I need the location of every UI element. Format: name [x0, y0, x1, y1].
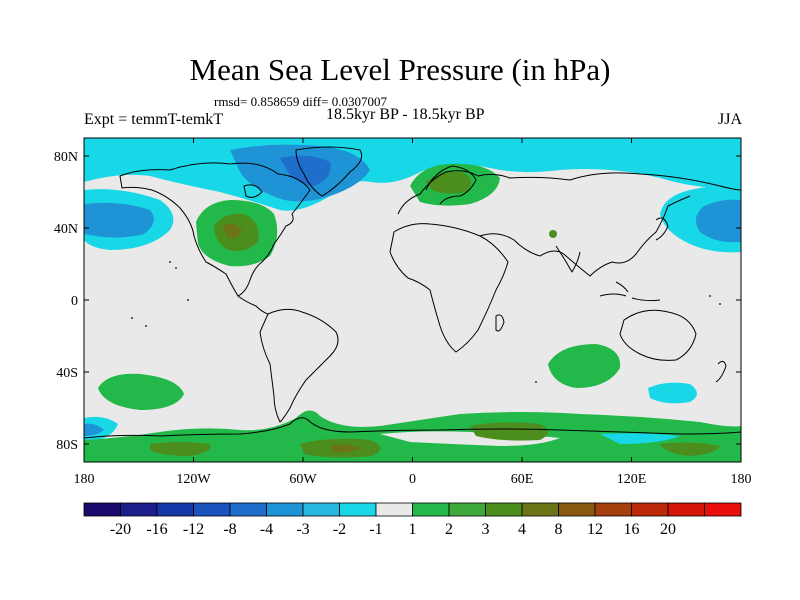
colorbar-swatch	[83, 502, 121, 517]
lat-tick-label: 80S	[56, 438, 78, 453]
island-dot	[169, 261, 171, 263]
background-field	[84, 138, 741, 462]
lon-tick-label: 120W	[176, 472, 211, 487]
antarctic-peak-region	[330, 444, 360, 453]
island-dot	[187, 299, 189, 301]
colorbar-swatch	[156, 502, 194, 517]
coast-hudson-bay	[243, 184, 263, 198]
colorbar-swatch	[412, 502, 450, 517]
colorbar-label: 16	[624, 521, 640, 538]
colorbar-label: 4	[518, 521, 526, 538]
colorbar-swatch	[704, 502, 742, 517]
lat-tick-label: 80N	[54, 150, 78, 165]
plot-title: Mean Sea Level Pressure (in hPa)	[189, 52, 611, 87]
pacific-west-core-region	[84, 202, 154, 238]
colorbar-swatch	[667, 502, 705, 517]
coast-north-america	[119, 162, 311, 297]
lat-tick-label: 40N	[54, 222, 78, 237]
coastlines	[84, 146, 741, 439]
colorbar-swatch	[339, 502, 377, 517]
colorbar-label: 3	[482, 521, 490, 538]
colorbar-label: -3	[296, 521, 309, 538]
lon-tick-label: 180	[74, 472, 95, 487]
colorbar-swatch	[485, 502, 523, 517]
colorbar-label: 1	[409, 521, 417, 538]
antarctic-core-region-2	[470, 422, 548, 441]
colorbar-label: -16	[146, 521, 167, 538]
coast-indonesia	[599, 281, 661, 302]
lon-tick-label: 60W	[289, 472, 317, 487]
colorbar-swatch	[558, 502, 596, 517]
colorbar-label: -4	[260, 521, 273, 538]
colorbar-swatch	[448, 502, 486, 517]
plot-subtitle: 18.5kyr BP - 18.5kyr BP	[326, 106, 485, 123]
asia-positive-spot	[549, 230, 557, 238]
colorbar-labels: -20 -16 -12 -8 -4 -3 -2 -1 1 2 3 4 8 12 16 20	[110, 521, 676, 538]
coast-australia	[619, 309, 697, 361]
south-pacific-positive-region	[98, 373, 184, 410]
colorbar-label: -12	[183, 521, 204, 538]
south-negative-patch-3	[84, 423, 104, 436]
pacific-east-core-region	[695, 199, 741, 243]
coast-new-zealand	[715, 360, 727, 383]
lon-tick-label: 120E	[617, 472, 647, 487]
colorbar-label: 8	[555, 521, 563, 538]
coast-antarctica	[84, 417, 741, 439]
experiment-label: Expt = temmT-temkT	[84, 111, 224, 128]
coast-central-america	[237, 295, 269, 315]
stats-line: rmsd= 0.858659 diff= 0.0307007	[214, 94, 387, 109]
colorbar-label: 12	[587, 521, 603, 538]
colorbar-label: -2	[333, 521, 346, 538]
colorbar-swatch	[631, 502, 669, 517]
colorbar-swatch	[120, 502, 158, 517]
island-dot	[131, 317, 133, 319]
coast-greenland	[295, 146, 363, 197]
colorbar-swatch	[375, 502, 413, 517]
antarctic-core-region-3	[150, 442, 211, 456]
colorbar-swatch	[302, 502, 340, 517]
colorbar-swatch	[193, 502, 231, 517]
colorbar-swatch	[266, 502, 304, 517]
island-dot	[709, 295, 711, 297]
island-dot	[145, 325, 147, 327]
indian-ocean-positive-region	[548, 344, 621, 388]
lat-tick-label: 40S	[56, 366, 78, 381]
colorbar-label: 2	[445, 521, 453, 538]
longitude-labels: 180 120W 60W 0 60E 120E 180	[74, 472, 752, 487]
season-label: JJA	[717, 111, 742, 128]
coast-scandinavia	[425, 165, 477, 205]
colorbar-label: 20	[660, 521, 676, 538]
axis-ticks	[83, 138, 742, 462]
latitude-labels: 80N 40N 0 40S 80S	[54, 150, 78, 453]
colorbar-label: -20	[110, 521, 131, 538]
lon-tick-label: 180	[731, 472, 752, 487]
lon-tick-label: 60E	[511, 472, 534, 487]
island-dot	[175, 267, 177, 269]
island-dot	[719, 303, 721, 305]
colorbar-swatch	[229, 502, 267, 517]
map-panel	[84, 138, 741, 462]
coast-madagascar	[495, 314, 505, 332]
north-america-peak-region	[222, 223, 242, 239]
coast-india	[555, 245, 581, 273]
colorbar-swatch	[521, 502, 559, 517]
antarctic-light-region-2	[600, 433, 680, 444]
islands	[131, 261, 721, 383]
colorbar-label: -8	[223, 521, 236, 538]
greenland-core-region	[280, 155, 331, 186]
colorbar	[83, 502, 742, 517]
lon-tick-label: 0	[409, 472, 416, 487]
coast-africa	[389, 223, 509, 353]
lat-tick-label: 0	[71, 294, 78, 309]
coast-japan	[655, 217, 669, 241]
colorbar-label: -1	[369, 521, 382, 538]
island-dot	[535, 381, 537, 383]
coast-south-america	[259, 308, 339, 423]
colorbar-swatch	[594, 502, 632, 517]
antarctic-core-region-4	[660, 442, 720, 456]
south-negative-patch-1	[648, 382, 697, 404]
